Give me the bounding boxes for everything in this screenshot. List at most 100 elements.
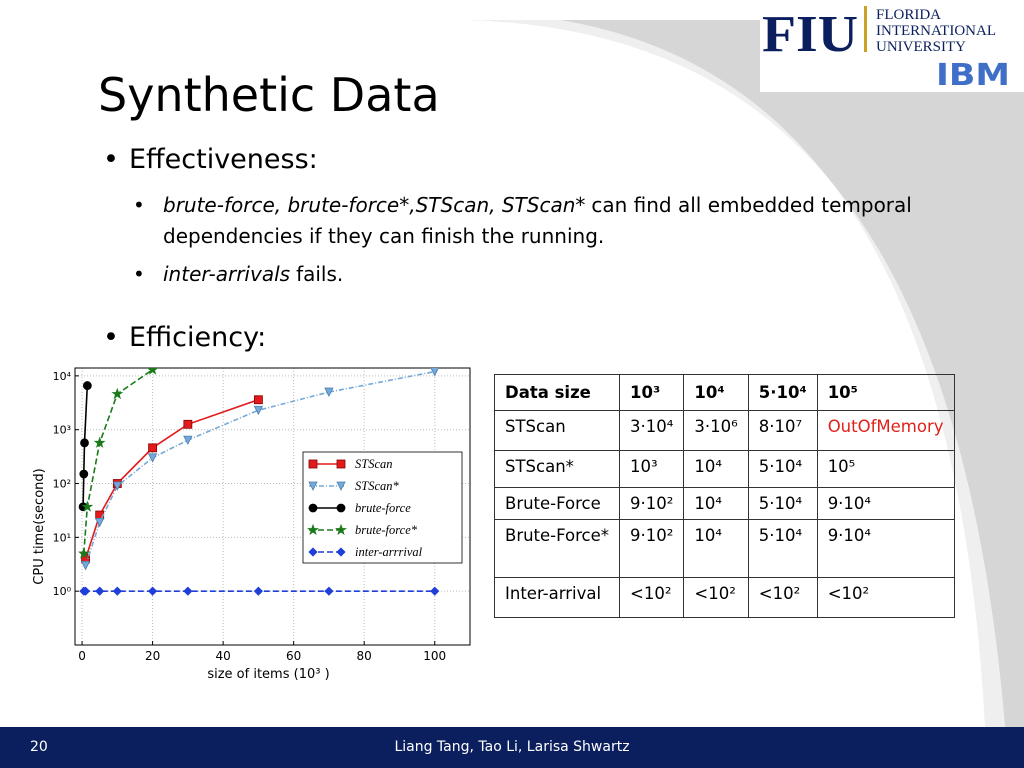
- table-cell: 10⁴: [683, 519, 749, 578]
- ibm-logo: IBM: [936, 58, 1010, 93]
- legend-marker: [336, 503, 346, 513]
- table-cell: 3·10⁴: [619, 410, 685, 451]
- fiu-line: INTERNATIONAL: [876, 23, 996, 39]
- table-cell: 10⁵: [816, 450, 955, 488]
- point: [253, 405, 264, 416]
- bullet: Efficiency:: [103, 322, 266, 353]
- point: [81, 500, 94, 512]
- table-cell: <10²: [816, 577, 955, 618]
- legend-label: brute-force*: [355, 523, 418, 537]
- plot-area: [77, 368, 440, 596]
- bullet-text: can find all embedded temporal dependenc…: [163, 193, 912, 248]
- legend-marker: [308, 459, 318, 469]
- table-cell: 10⁴: [683, 487, 749, 520]
- fiu-line: FLORIDA: [876, 7, 941, 23]
- table-cell: 5·10⁴: [747, 450, 818, 488]
- table-row: STScan 3·10⁴ 3·10⁶ 8·10⁷ OutOfMemory: [493, 410, 955, 451]
- legend-marker: [335, 523, 347, 535]
- fiu-line: UNIVERSITY: [876, 39, 966, 55]
- point: [148, 443, 157, 453]
- point: [77, 547, 90, 559]
- y-tick-label: 10²: [53, 478, 71, 491]
- table-row: Brute-Force 9·10² 10⁴ 5·10⁴ 9·10⁴: [493, 487, 955, 520]
- logo-divider: [864, 6, 867, 52]
- table-cell: 10³: [619, 374, 685, 411]
- table-cell: 5·10⁴: [747, 374, 818, 411]
- table-cell: 10³: [619, 450, 685, 488]
- point: [253, 586, 263, 596]
- table-row: Brute-Force* 9·10² 10⁴ 5·10⁴ 9·10⁴: [493, 519, 955, 578]
- table-cell: 9·10²: [619, 487, 685, 520]
- x-tick-label: 60: [286, 649, 301, 663]
- point: [82, 381, 92, 390]
- bullet: Effectiveness:: [103, 144, 318, 175]
- legend-label: STScan*: [355, 479, 400, 493]
- bullet-text: fails.: [296, 262, 344, 286]
- table-cell: STScan: [493, 410, 621, 451]
- legend-label: inter-arrrival: [355, 545, 423, 559]
- legend-marker: [308, 481, 318, 491]
- slide-title: Synthetic Data: [98, 68, 440, 122]
- plot-frame: [74, 367, 471, 646]
- point: [430, 368, 439, 377]
- footer: 20 Liang Tang, Tao Li, Larisa Shwartz: [0, 727, 1024, 768]
- point: [430, 586, 440, 596]
- table-cell: STScan*: [493, 450, 621, 488]
- table-cell: 9·10²: [619, 519, 685, 578]
- table-cell: 5·10⁴: [747, 487, 818, 520]
- point: [111, 387, 124, 400]
- page-number: 20: [30, 739, 48, 755]
- x-tick-label: 20: [145, 649, 160, 663]
- point: [80, 561, 91, 571]
- point: [93, 436, 106, 448]
- table-cell: 10⁵: [816, 374, 955, 411]
- table-cell: Inter-arrival: [493, 577, 621, 618]
- table-cell: 3·10⁶: [683, 410, 749, 451]
- legend-marker: [336, 547, 346, 557]
- x-tick-label: 80: [357, 649, 372, 663]
- y-tick-label: 10¹: [53, 531, 71, 544]
- series-line: [84, 370, 435, 566]
- x-axis-label: size of items (10³ ): [207, 667, 329, 682]
- table-cell: 5·10⁴: [747, 519, 818, 578]
- legend-label: brute-force: [355, 501, 411, 515]
- table-cell: OutOfMemory: [816, 410, 955, 451]
- table-row: Inter-arrival <10² <10² <10² <10²: [493, 577, 955, 618]
- x-tick-label: 40: [215, 649, 230, 663]
- x-tick-label: 0: [78, 649, 86, 663]
- point: [80, 438, 89, 448]
- table-cell: Data size: [493, 374, 621, 411]
- point: [95, 517, 105, 528]
- point: [324, 387, 334, 397]
- emphasis: brute-force, brute-force*,STScan, STScan…: [163, 193, 586, 217]
- sub-bullet: brute-force, brute-force*,STScan, STScan…: [133, 190, 943, 252]
- table-cell: 8·10⁷: [747, 410, 818, 451]
- table-cell: <10²: [747, 577, 818, 618]
- point: [81, 586, 91, 596]
- legend-label: STScan: [355, 457, 393, 471]
- legend-marker: [336, 481, 346, 491]
- legend-marker: [307, 523, 319, 535]
- series-line: [82, 385, 89, 507]
- point: [148, 586, 158, 596]
- fiu-logo: FIU: [762, 6, 858, 63]
- point: [79, 469, 89, 479]
- point: [112, 586, 122, 596]
- point: [146, 368, 159, 375]
- legend-marker: [308, 547, 318, 557]
- table-cell: Brute-Force*: [493, 519, 621, 578]
- point: [95, 586, 105, 596]
- table-cell: 10⁴: [683, 450, 749, 488]
- x-tick-label: 100: [423, 649, 446, 663]
- legend-marker: [336, 459, 346, 469]
- table-row: Data size 10³ 10⁴ 5·10⁴ 10⁵: [493, 374, 955, 411]
- point: [324, 586, 334, 596]
- table-row: STScan* 10³ 10⁴ 5·10⁴ 10⁵: [493, 450, 955, 488]
- point: [112, 481, 122, 491]
- point: [183, 419, 193, 429]
- table-cell: <10²: [683, 577, 749, 618]
- logo-backdrop: [760, 2, 1024, 92]
- authors: Liang Tang, Tao Li, Larisa Shwartz: [394, 739, 630, 755]
- table-cell: Brute-Force: [493, 487, 621, 520]
